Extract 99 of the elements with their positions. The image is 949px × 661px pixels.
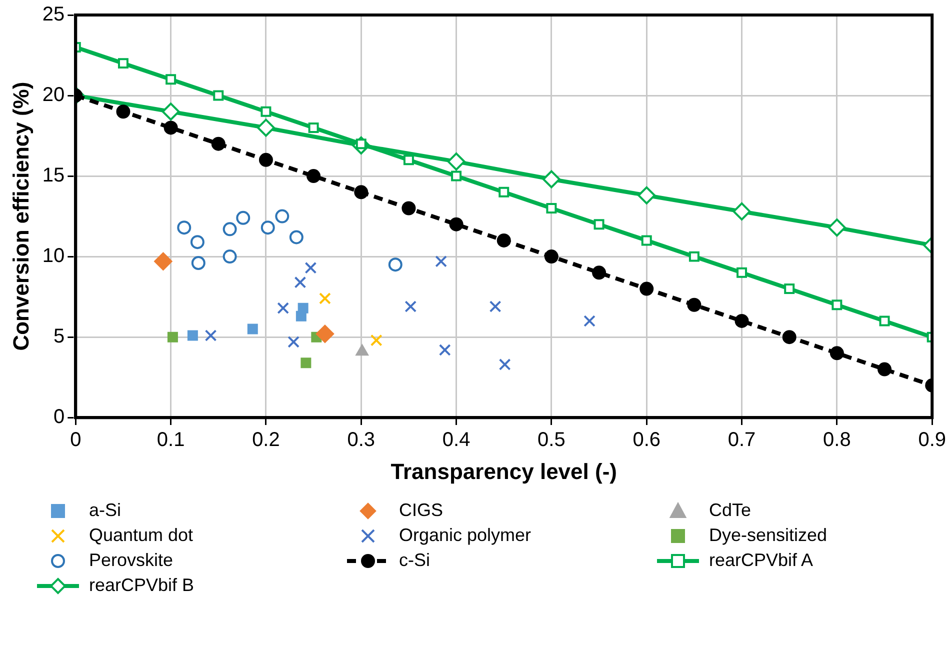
point	[451, 170, 462, 182]
point	[449, 217, 464, 232]
point	[164, 120, 178, 135]
x-axis-title: Transparency level (-)	[390, 458, 617, 484]
point	[447, 152, 466, 171]
legend-label: CIGS	[399, 500, 444, 521]
point	[370, 334, 382, 346]
point	[191, 256, 206, 270]
point	[306, 169, 321, 184]
point	[260, 106, 272, 117]
point	[167, 332, 178, 342]
point	[878, 362, 892, 376]
point	[260, 220, 275, 235]
point	[258, 152, 273, 167]
point	[187, 330, 198, 341]
point	[402, 201, 416, 216]
point	[403, 154, 414, 166]
point	[275, 209, 290, 224]
point	[544, 250, 558, 264]
legend-label: Perovskite	[89, 550, 174, 571]
point	[546, 203, 557, 214]
x-tick-label: 0.5	[538, 429, 566, 452]
x-tick-label: 0.3	[347, 429, 376, 452]
point	[288, 336, 300, 348]
point	[638, 186, 656, 204]
point	[438, 344, 451, 356]
point	[732, 202, 751, 220]
point	[211, 136, 226, 151]
y-tick-label: 10	[42, 245, 65, 268]
point	[688, 251, 700, 262]
point	[879, 316, 890, 326]
y-tick-label: 0	[54, 406, 65, 428]
x-tick-label: 0.1	[156, 429, 185, 452]
y-tick-label: 20	[42, 84, 65, 106]
point	[832, 300, 842, 310]
point	[116, 104, 130, 119]
legend-label: c-Si	[399, 550, 430, 571]
point	[316, 324, 334, 343]
legend-label: Organic polymer	[399, 525, 532, 546]
point	[498, 186, 510, 198]
point	[687, 298, 702, 312]
point	[388, 258, 402, 272]
point	[118, 58, 128, 69]
point	[356, 344, 368, 356]
point	[154, 252, 172, 270]
point	[640, 282, 654, 296]
point	[641, 235, 652, 246]
point	[304, 262, 317, 274]
point	[289, 230, 304, 244]
y-tick-label: 25	[42, 4, 65, 26]
point	[584, 315, 596, 327]
point	[830, 346, 844, 360]
point	[213, 90, 224, 101]
point	[734, 314, 749, 328]
point	[542, 170, 560, 188]
point	[256, 118, 275, 137]
legend-label: CdTe	[709, 500, 752, 521]
point	[204, 330, 217, 342]
point	[498, 358, 511, 370]
point	[592, 266, 606, 280]
x-tick-label: 0.9	[918, 429, 946, 452]
point	[162, 102, 180, 121]
y-tick-label: 5	[54, 326, 65, 348]
legend-label: Dye-sensitized	[709, 525, 828, 546]
point	[319, 292, 331, 304]
point	[236, 210, 250, 225]
y-tick-label: 15	[42, 164, 65, 187]
point	[496, 233, 511, 248]
legend-label: Quantum dot	[89, 525, 194, 546]
point	[300, 358, 312, 368]
x-tick-label: 0.7	[728, 429, 756, 452]
x-tick-label: 0.6	[632, 429, 661, 452]
point	[489, 300, 502, 312]
point	[782, 330, 796, 344]
point	[296, 310, 306, 322]
point	[294, 276, 306, 288]
point	[222, 250, 237, 264]
point	[736, 267, 748, 278]
point	[222, 222, 237, 236]
point	[354, 185, 368, 200]
point	[177, 220, 192, 235]
point	[784, 284, 795, 294]
x-tick-label: 0.4	[442, 429, 470, 452]
point	[190, 235, 204, 250]
legend-label: rearCPVbif B	[89, 575, 194, 596]
y-axis-title: Conversion efficiency (%)	[8, 82, 34, 351]
x-tick-label: 0.8	[823, 429, 851, 452]
legend-label: a-Si	[89, 500, 122, 521]
legend-label: rearCPVbif A	[709, 550, 814, 571]
point	[247, 324, 258, 334]
point	[828, 218, 846, 237]
point	[277, 302, 290, 314]
point	[594, 219, 604, 230]
x-tick-label: 0.2	[252, 429, 280, 452]
point	[308, 122, 319, 133]
point	[435, 255, 448, 268]
point	[166, 74, 176, 85]
point	[404, 300, 417, 312]
x-tick-label: 0	[70, 429, 82, 452]
